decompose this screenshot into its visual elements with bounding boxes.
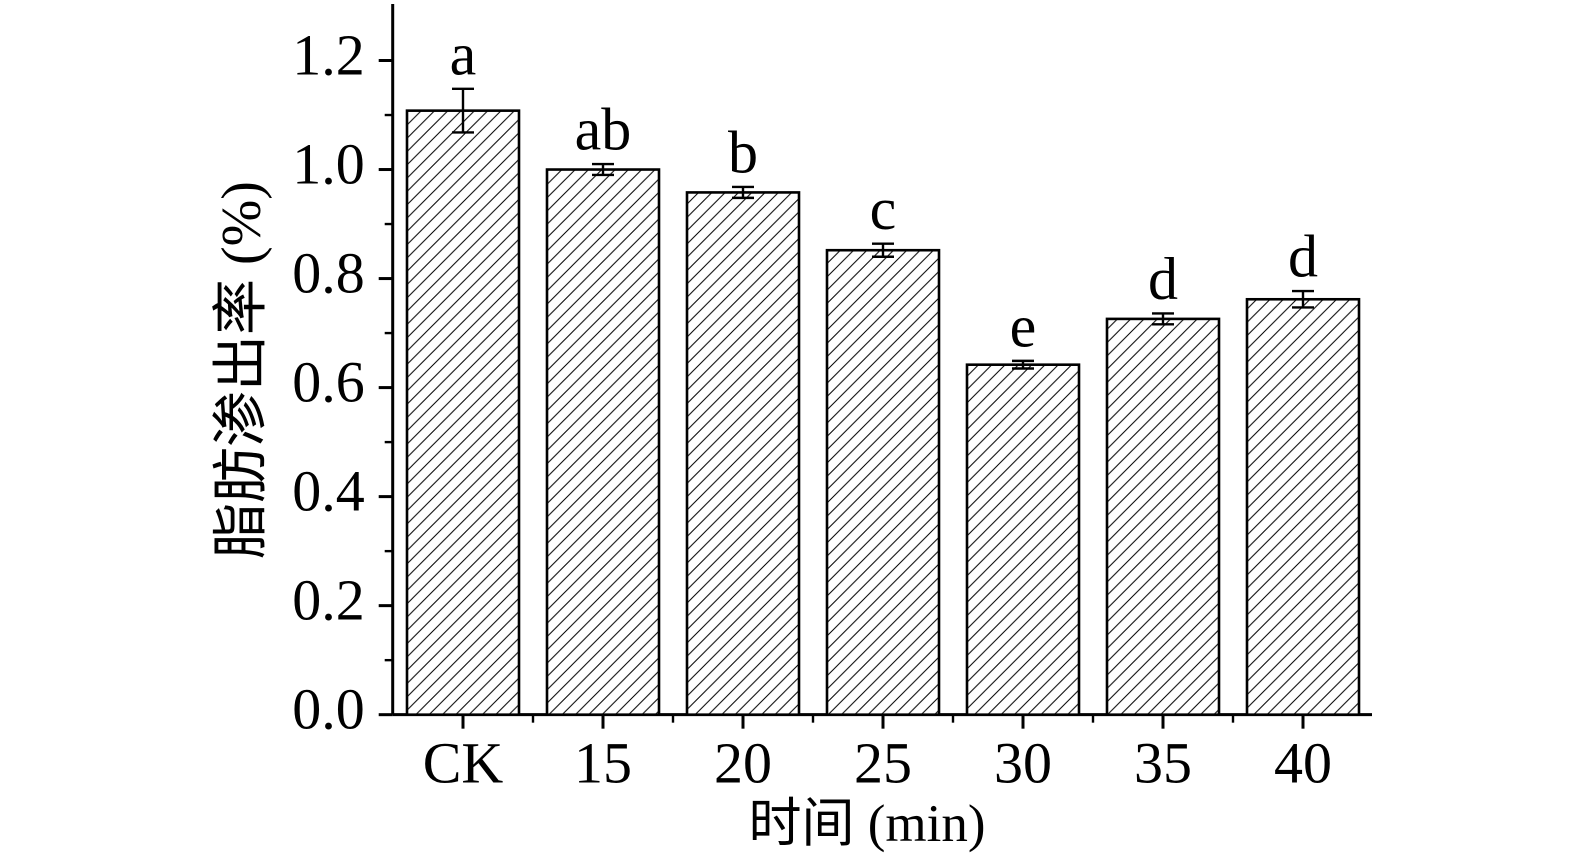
svg-text:b: b [728,119,758,185]
svg-text:1.2: 1.2 [292,23,365,88]
svg-text:15: 15 [574,731,632,796]
svg-text:e: e [1010,293,1037,359]
svg-text:0.4: 0.4 [292,459,365,524]
svg-text:35: 35 [1134,731,1192,796]
svg-text:c: c [870,176,897,242]
svg-text:20: 20 [714,731,772,796]
svg-text:0.8: 0.8 [292,241,365,306]
svg-text:时间 (min): 时间 (min) [749,795,986,853]
svg-text:40: 40 [1274,731,1332,796]
svg-text:CK: CK [423,731,504,796]
svg-text:0.2: 0.2 [292,568,365,633]
svg-text:0.0: 0.0 [292,677,365,742]
svg-text:脂肪渗出率 (%): 脂肪渗出率 (%) [211,181,273,559]
svg-text:0.6: 0.6 [292,350,365,415]
svg-text:d: d [1288,224,1318,290]
svg-text:1.0: 1.0 [292,132,365,197]
svg-text:d: d [1148,246,1178,312]
svg-text:25: 25 [854,731,912,796]
svg-text:30: 30 [994,731,1052,796]
svg-text:ab: ab [575,96,632,162]
svg-text:a: a [450,21,477,87]
